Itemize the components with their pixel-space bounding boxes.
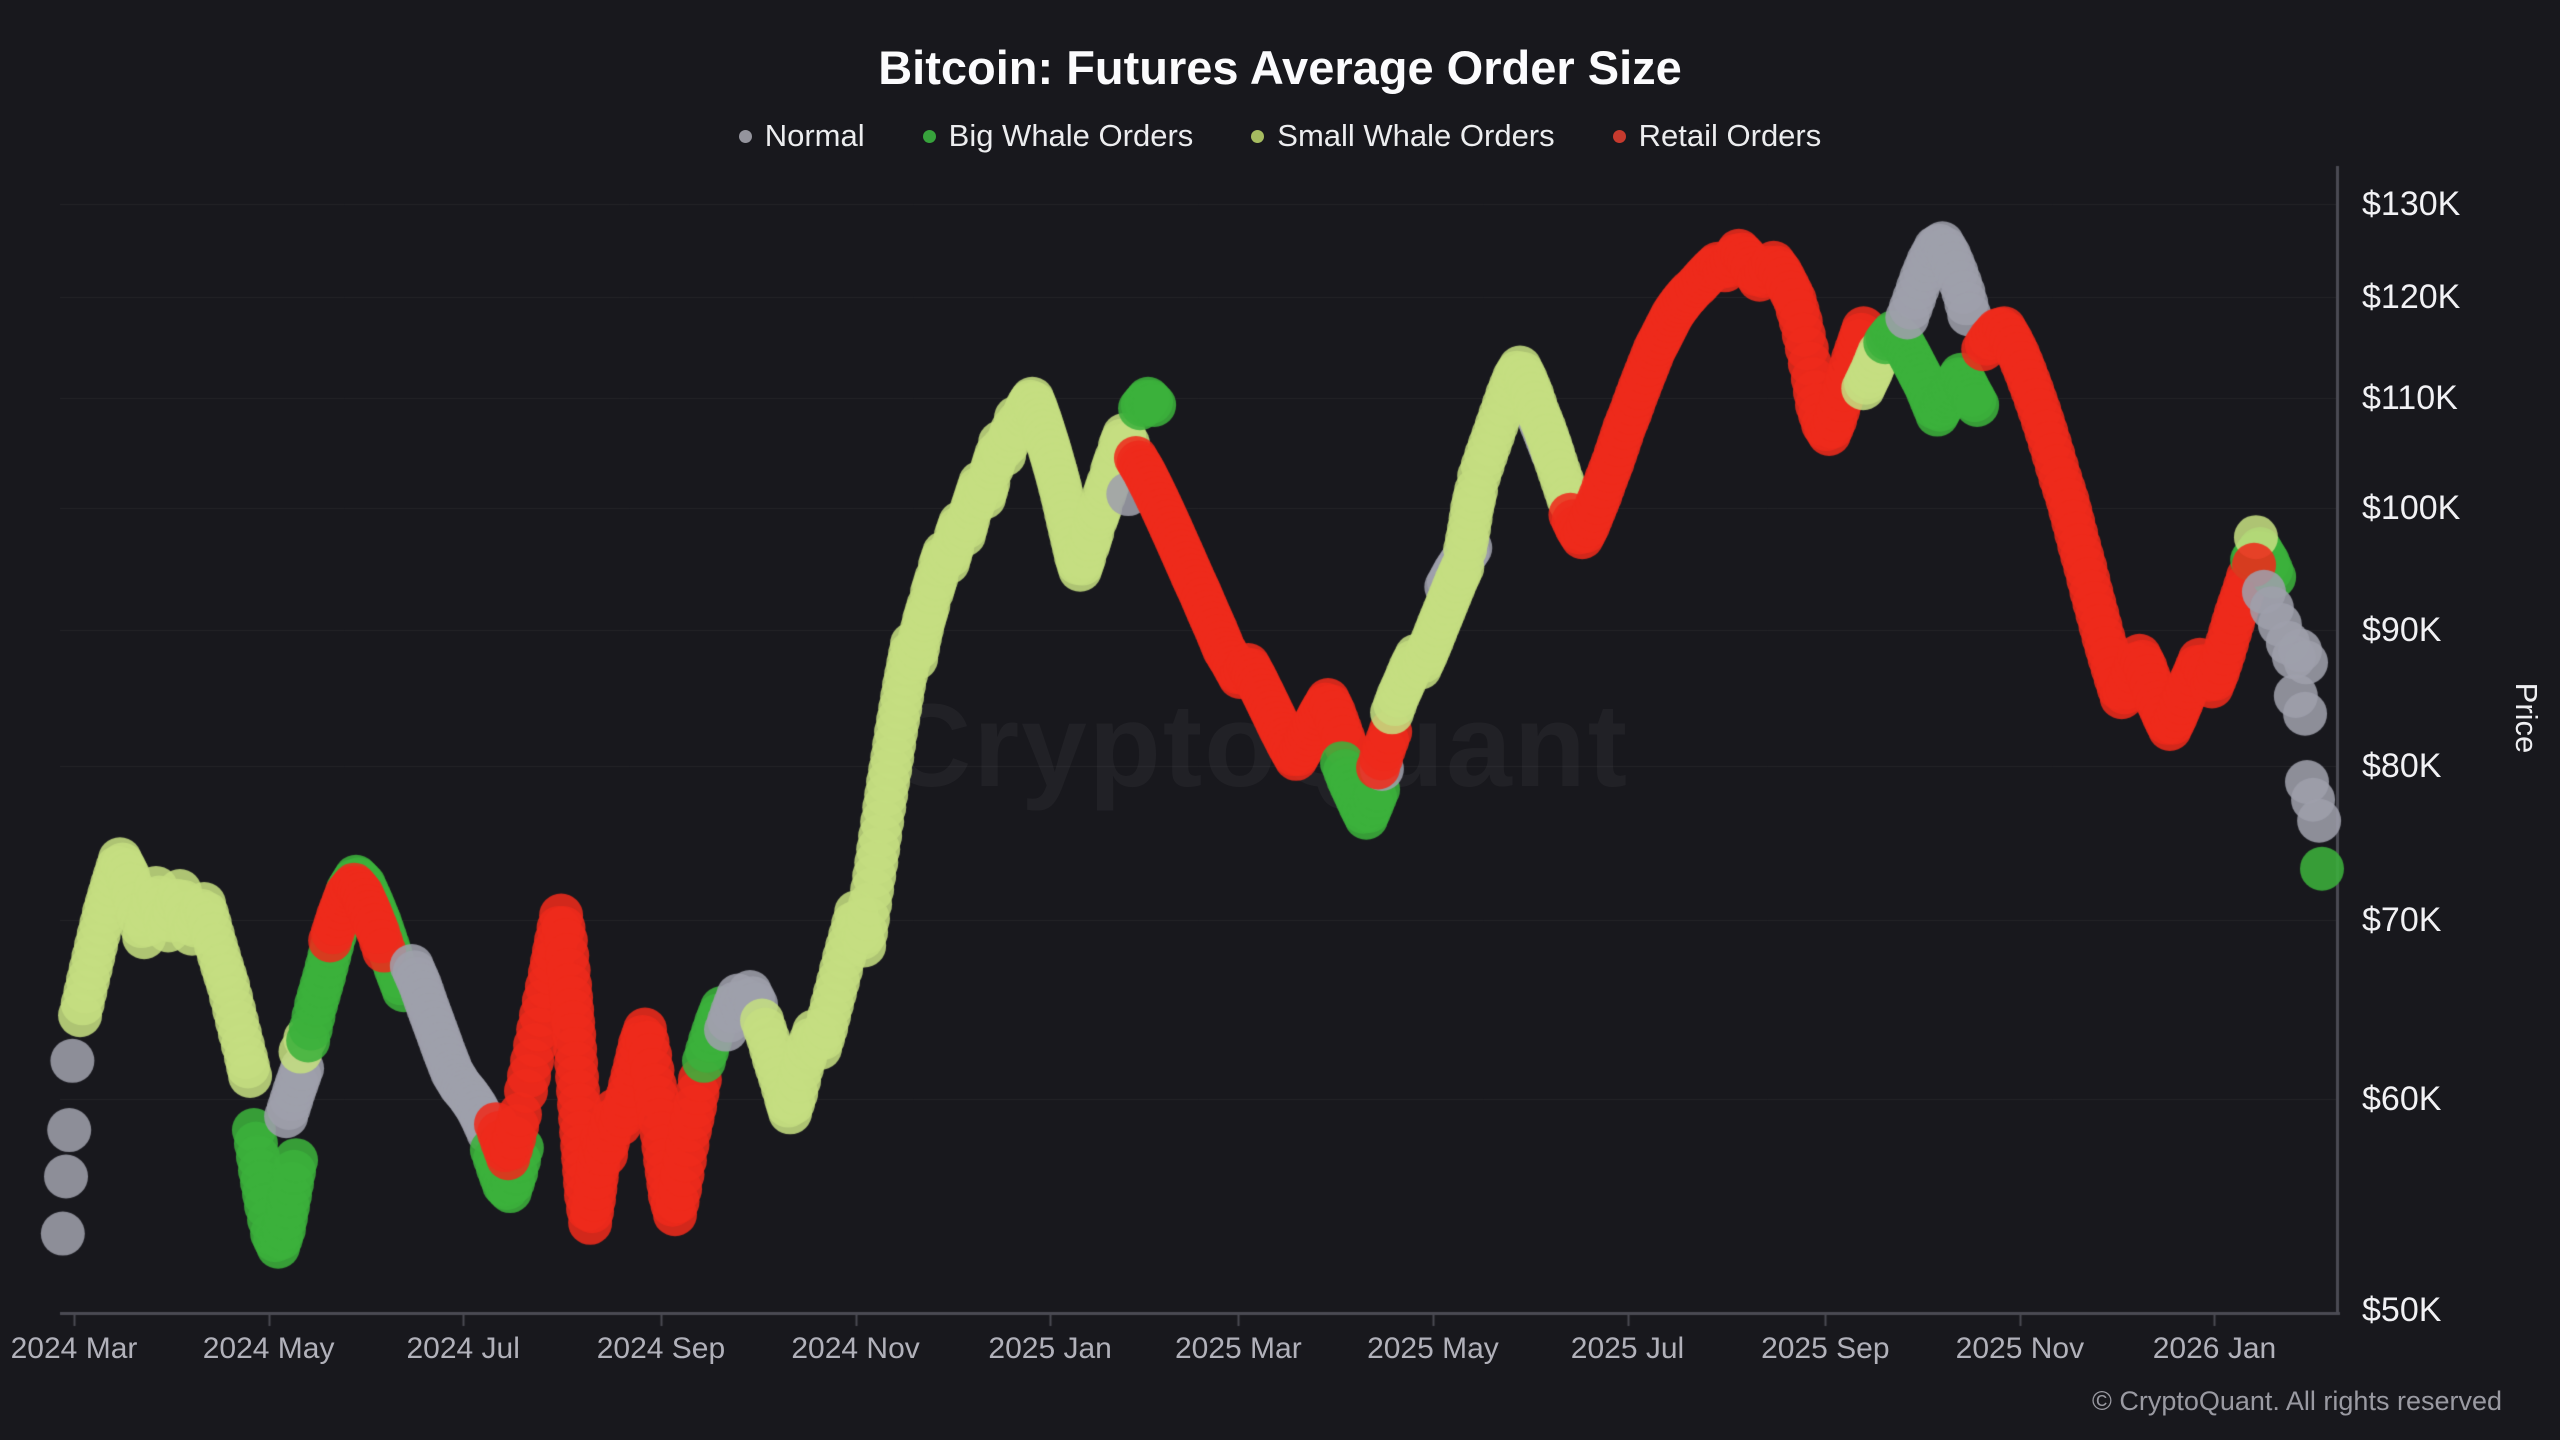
y-tick-label: $100K bbox=[2362, 488, 2461, 527]
price-axis-label: Price bbox=[2509, 682, 2544, 754]
y-tick-label: $70K bbox=[2362, 901, 2442, 940]
copyright-notice: © CryptoQuant. All rights reserved bbox=[2091, 1386, 2502, 1416]
y-tick-label: $120K bbox=[2362, 278, 2461, 316]
x-tick-label: 2025 May bbox=[1367, 1332, 1499, 1365]
x-tick-label: 2024 Mar bbox=[10, 1332, 138, 1365]
x-tick-label: 2024 Jul bbox=[406, 1332, 520, 1365]
x-tick-label: 2025 Mar bbox=[1174, 1332, 1302, 1365]
x-tick-label: 2026 Jan bbox=[2152, 1332, 2277, 1365]
x-tick-label: 2025 Nov bbox=[1955, 1332, 2085, 1365]
y-tick-label: $50K bbox=[2362, 1290, 2442, 1329]
y-tick-label: $110K bbox=[2362, 378, 2458, 417]
x-tick-label: 2025 Sep bbox=[1761, 1332, 1890, 1365]
x-tick-label: 2024 Sep bbox=[596, 1332, 726, 1365]
x-tick-label: 2025 Jul bbox=[1570, 1332, 1685, 1365]
x-tick-label: 2024 Nov bbox=[791, 1332, 920, 1365]
y-tick-label: $80K bbox=[2362, 747, 2442, 786]
x-tick-label: 2025 Jan bbox=[988, 1332, 1112, 1365]
y-tick-label: $90K bbox=[2362, 610, 2442, 649]
y-tick-label: $60K bbox=[2362, 1079, 2442, 1118]
x-tick-label: 2024 May bbox=[202, 1332, 335, 1365]
y-tick-label: $130K bbox=[2362, 185, 2461, 224]
